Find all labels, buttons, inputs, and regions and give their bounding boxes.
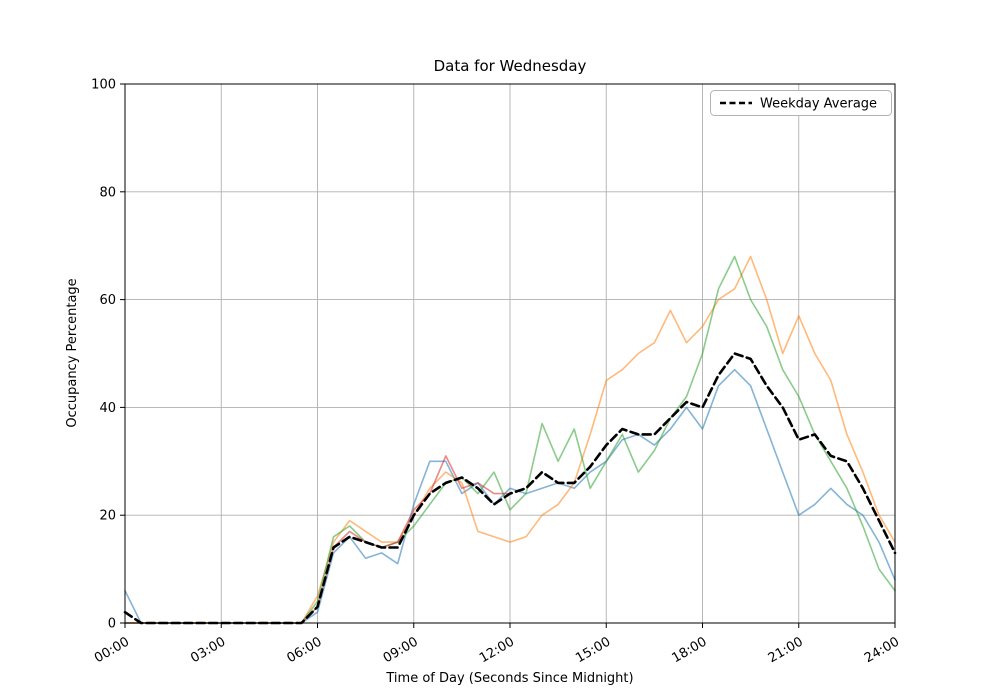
x-tick-label: 21:00 [766,634,806,666]
y-tick-label: 20 [99,509,116,524]
x-tick-label: 06:00 [285,634,325,666]
y-axis-label: Occupancy Percentage [65,278,80,427]
legend-label: Weekday Average [760,97,877,112]
y-tick-label: 100 [91,78,116,93]
chart-title: Data for Wednesday [434,57,587,75]
x-tick-label: 03:00 [188,634,228,666]
x-tick-label: 09:00 [381,634,421,666]
y-tick-label: 0 [108,617,116,632]
legend: Weekday Average [710,90,892,116]
y-tick-label: 80 [99,185,116,200]
x-tick-label: 24:00 [862,634,902,666]
x-axis-label: Time of Day (Seconds Since Midnight) [385,671,633,686]
x-tick-label: 15:00 [573,634,613,666]
x-tick-label: 18:00 [670,634,710,666]
x-tick-label: 12:00 [477,634,517,666]
legend-box [710,90,892,116]
ticks-layer: 00:00 03:00 06:00 09:00 12:00 15:00 18:00 21:00… [91,78,902,667]
y-tick-label: 40 [99,401,116,416]
x-tick-label: 00:00 [92,634,132,666]
y-tick-label: 60 [99,293,116,308]
